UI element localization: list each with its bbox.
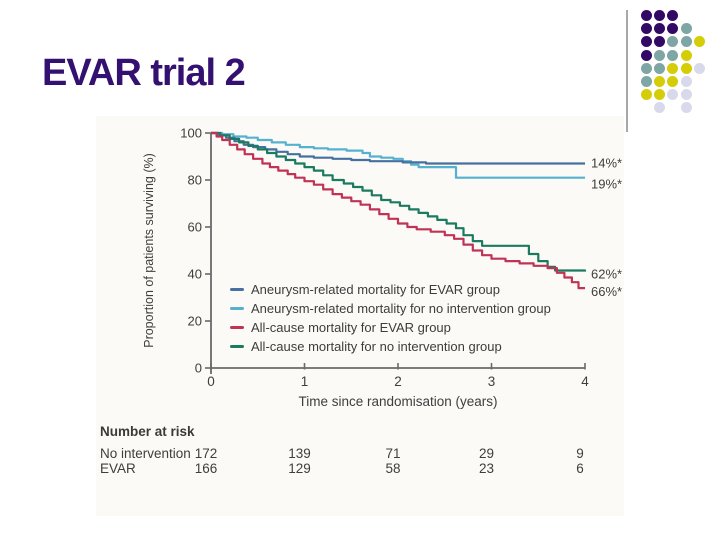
legend-item-3: All-cause mortality for no intervention … [230, 339, 502, 354]
decorative-dot [693, 36, 705, 48]
end-label-0: 14%* [591, 156, 622, 171]
y-tick-label: 100 [180, 126, 202, 141]
decorative-dot [654, 23, 666, 35]
decorative-dot [654, 89, 666, 101]
y-tick-label: 40 [188, 267, 202, 282]
decorative-dot [667, 10, 679, 21]
decorative-dot [667, 36, 679, 48]
legend-item-2: All-cause mortality for EVAR group [230, 320, 451, 335]
nar-value: 29 [478, 446, 495, 461]
y-tick-label: 20 [188, 314, 202, 329]
decorative-dot [680, 102, 692, 114]
decorative-dot [680, 36, 692, 48]
legend-label: Aneurysm-related mortality for no interv… [251, 301, 551, 316]
nar-value: 23 [478, 461, 495, 476]
decorative-dot [641, 76, 652, 87]
legend-label: All-cause mortality for no intervention … [251, 339, 502, 354]
end-label-1: 19%* [591, 177, 622, 192]
end-label-2: 66%* [591, 284, 622, 299]
legend-swatch-icon [230, 326, 244, 329]
legend-swatch-icon [230, 288, 244, 291]
legend-label: Aneurysm-related mortality for EVAR grou… [251, 282, 501, 297]
decorative-dot [654, 102, 666, 114]
end-label-3: 62%* [591, 267, 622, 282]
decorative-dot [680, 62, 692, 74]
decorative-dot [680, 23, 692, 35]
decorative-dot [641, 23, 652, 35]
decorative-dot [693, 62, 705, 74]
x-tick-label: 4 [581, 374, 589, 389]
y-axis-title: Proportion of patients surviving (%) [142, 153, 156, 348]
nar-value: 9 [576, 446, 584, 461]
legend-swatch-icon [230, 307, 244, 310]
x-tick-label: 0 [207, 374, 215, 389]
decorative-dot [641, 49, 652, 61]
decorative-dot [654, 49, 666, 61]
legend-swatch-icon [230, 345, 244, 348]
decorative-dot [641, 36, 652, 48]
decorative-dot [654, 62, 666, 74]
nar-value: 172 [194, 446, 218, 461]
kaplan-meier-plot: 100 80 60 40 20 00 1 2 3 4 Time since randomisatio… [142, 126, 622, 410]
legend-label: All-cause mortality for EVAR group [251, 320, 451, 335]
y-tick-label: 0 [195, 361, 202, 376]
decorative-dot [667, 49, 679, 61]
nar-row-label: No intervention [100, 446, 191, 461]
x-tick-label: 3 [488, 374, 496, 389]
decorative-dot [667, 76, 679, 87]
decorative-dot [680, 76, 692, 87]
nar-value: 139 [288, 446, 311, 461]
number-at-risk-header: Number at risk [100, 424, 195, 439]
x-tick-label: 1 [301, 374, 309, 389]
x-tick-label: 2 [394, 374, 402, 389]
y-tick-label: 60 [188, 220, 202, 235]
slide-title: EVAR trial 2 [42, 52, 246, 94]
legend-item-0: Aneurysm-related mortality for EVAR grou… [230, 282, 500, 297]
legend-item-1: Aneurysm-related mortality for no interv… [230, 301, 551, 316]
nar-row-label: EVAR [100, 461, 136, 476]
decorative-dot [680, 49, 692, 61]
decorative-dot [654, 10, 666, 21]
decorative-dot [667, 62, 679, 74]
decorative-dot [641, 10, 652, 21]
survival-curve-3 [211, 131, 587, 272]
nar-value: 166 [194, 461, 218, 476]
decorative-dot [680, 89, 692, 101]
decorative-dot [641, 89, 652, 101]
decorative-dot [654, 76, 666, 87]
nar-value: 58 [385, 461, 401, 476]
nar-value: 129 [288, 461, 311, 476]
y-tick-label: 80 [188, 173, 202, 188]
nar-value: 71 [385, 446, 401, 461]
decorative-dot [667, 89, 679, 101]
decorative-dot [667, 23, 679, 35]
survival-curve-1 [211, 131, 585, 179]
survival-curve-2 [211, 131, 585, 290]
nar-value: 6 [576, 461, 584, 476]
survival-chart-figure: 100 80 60 40 20 0 0 1 2 3 4 Time since randomisatio… [96, 116, 624, 516]
decorative-divider [626, 10, 628, 132]
decorative-dot [641, 62, 652, 74]
decorative-dot [654, 36, 666, 48]
x-axis-title: Time since randomisation (years) [298, 394, 497, 409]
